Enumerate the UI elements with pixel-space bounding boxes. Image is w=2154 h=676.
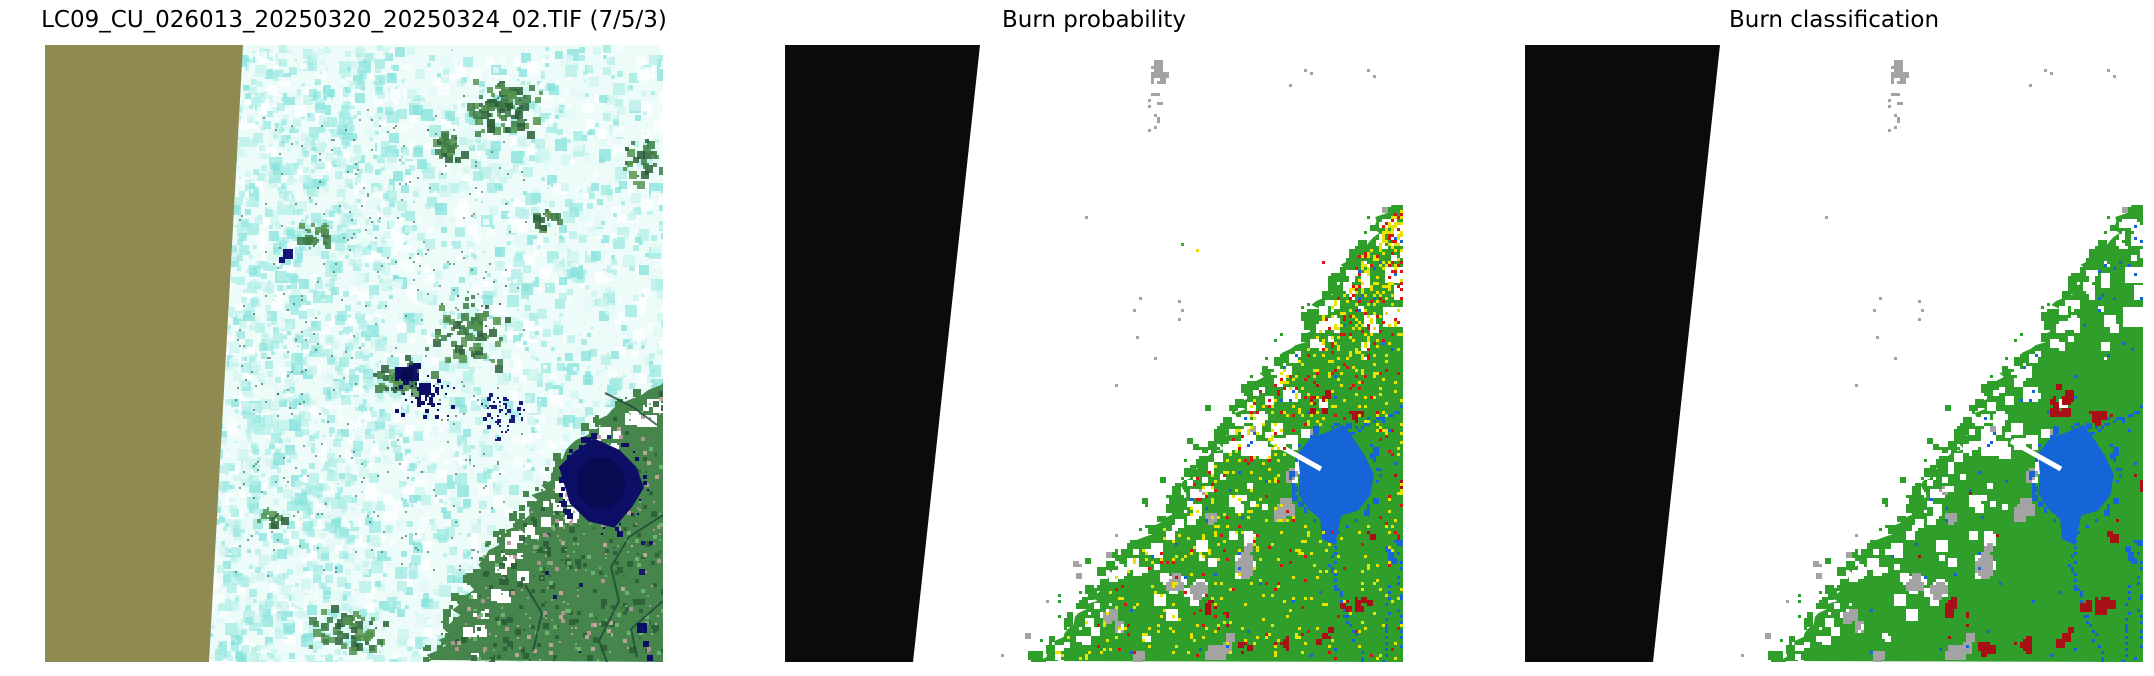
panel-title-probability: Burn probability: [1001, 7, 1187, 33]
panel-image-classification: [1525, 45, 2143, 662]
panel-title-classification: Burn classification: [1728, 7, 1940, 33]
panel-image-probability: [785, 45, 1403, 662]
panel-image-scene: [45, 45, 663, 662]
panel-title-scene: LC09_CU_026013_20250320_20250324_02.TIF …: [41, 7, 667, 33]
